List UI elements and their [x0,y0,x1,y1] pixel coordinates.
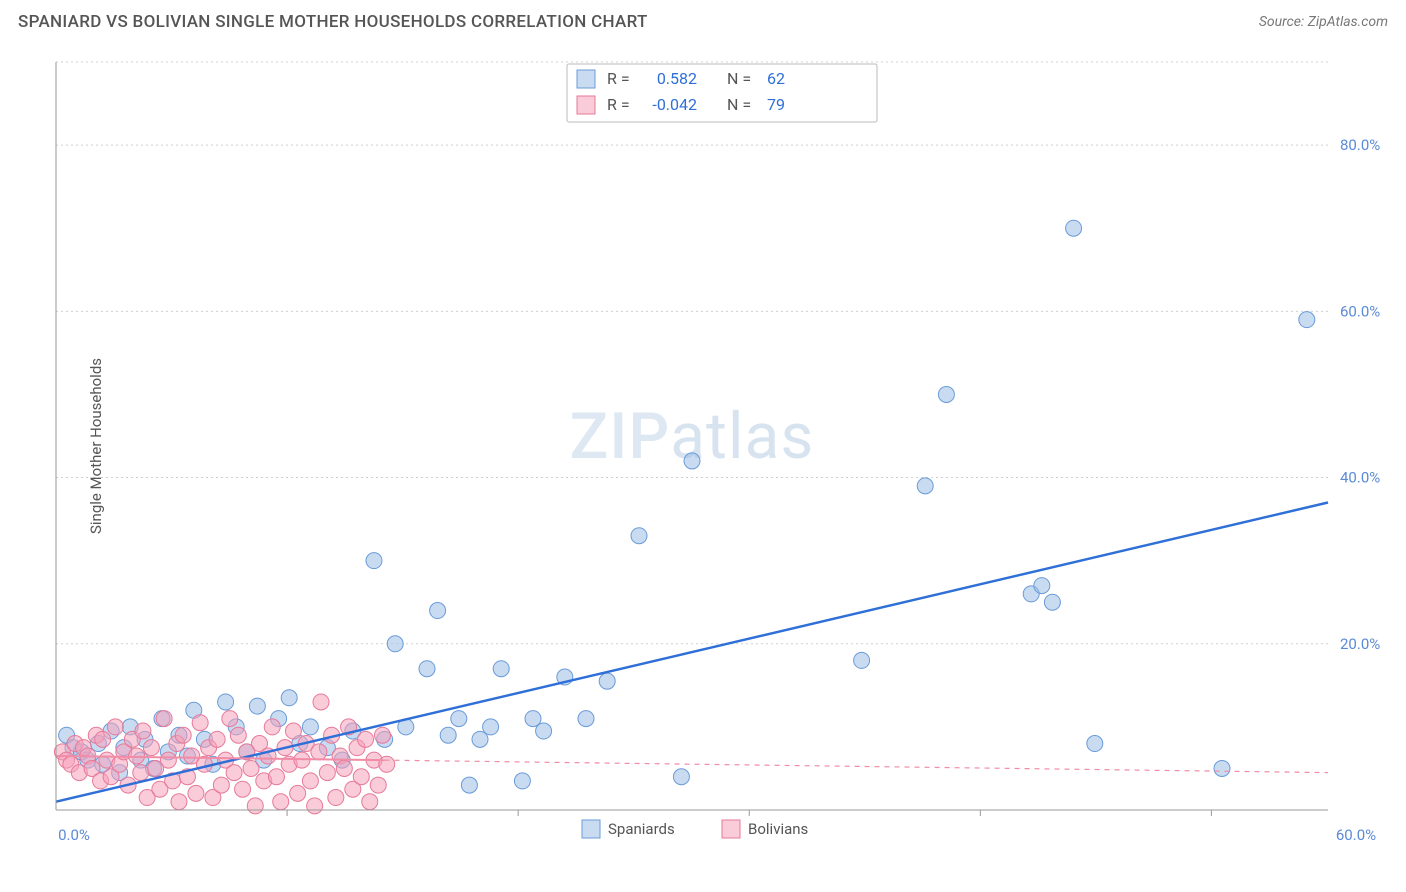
data-point [226,765,242,781]
data-point [247,798,263,814]
data-point [160,752,176,768]
legend-swatch [582,820,600,838]
data-point [938,386,954,402]
stats-r-label: R = [607,69,630,88]
data-point [281,690,297,706]
data-point [483,719,499,735]
data-point [854,652,870,668]
stats-r-value: -0.042 [652,95,697,114]
data-point [285,723,301,739]
data-point [1066,220,1082,236]
data-point [268,769,284,785]
data-point [366,553,382,569]
data-point [374,727,390,743]
data-point [135,723,151,739]
stats-n-label: N = [727,95,751,114]
data-point [370,777,386,793]
data-point [235,781,251,797]
data-point [358,731,374,747]
data-point [631,528,647,544]
data-point [290,785,306,801]
data-point [188,785,204,801]
data-point [1044,594,1060,610]
data-point [461,777,477,793]
data-point [387,636,403,652]
data-point [143,740,159,756]
data-point [249,698,265,714]
data-point [1299,312,1315,328]
data-point [336,760,352,776]
y-tick-label: 60.0% [1340,302,1380,320]
data-point [171,794,187,810]
y-tick-label: 20.0% [1340,635,1380,653]
y-tick-label: 40.0% [1340,469,1380,487]
x-tick-label: 0.0% [58,826,90,844]
data-point [273,794,289,810]
chart-container: 20.0%40.0%60.0%80.0%ZIPatlas0.0%60.0%R =… [48,50,1388,850]
data-point [599,673,615,689]
data-point [230,727,246,743]
data-point [209,731,225,747]
data-point [353,769,369,785]
data-point [307,798,323,814]
data-point [218,694,234,710]
x-tick-label: 60.0% [1336,826,1376,844]
data-point [243,760,259,776]
y-tick-label: 80.0% [1340,136,1380,154]
legend-label: Spaniards [608,820,675,838]
data-point [328,790,344,806]
data-point [684,453,700,469]
data-point [319,765,335,781]
stats-n-label: N = [727,69,751,88]
data-point [514,773,530,789]
data-point [302,719,318,735]
data-point [451,711,467,727]
data-point [107,719,123,735]
trendline-spaniards [56,502,1328,801]
data-point [311,744,327,760]
data-point [95,731,111,747]
stats-n-value: 62 [767,69,785,88]
data-point [917,478,933,494]
data-point [673,769,689,785]
scatter-chart: 20.0%40.0%60.0%80.0%ZIPatlas0.0%60.0%R =… [48,50,1388,850]
data-point [213,777,229,793]
data-point [264,719,280,735]
stats-r-value: 0.582 [657,69,697,88]
data-point [493,661,509,677]
data-point [133,765,149,781]
chart-header: SPANIARD VS BOLIVIAN SINGLE MOTHER HOUSE… [0,0,1406,40]
data-point [156,711,172,727]
data-point [302,773,318,789]
data-point [175,727,191,743]
data-point [440,727,456,743]
stats-swatch [577,96,595,114]
data-point [222,711,238,727]
data-point [536,723,552,739]
stats-swatch [577,70,595,88]
data-point [578,711,594,727]
data-point [313,694,329,710]
data-point [1087,736,1103,752]
data-point [192,715,208,731]
data-point [1034,578,1050,594]
data-point [419,661,435,677]
data-point [362,794,378,810]
trendline-bolivians-extrapolated [385,760,1328,772]
stats-r-label: R = [607,95,630,114]
chart-source: Source: ZipAtlas.com [1259,14,1388,30]
legend-swatch [722,820,740,838]
data-point [379,756,395,772]
legend-label: Bolivians [748,820,808,838]
data-point [430,603,446,619]
chart-title: SPANIARD VS BOLIVIAN SINGLE MOTHER HOUSE… [18,12,648,32]
data-point [1214,760,1230,776]
stats-n-value: 79 [767,95,785,114]
